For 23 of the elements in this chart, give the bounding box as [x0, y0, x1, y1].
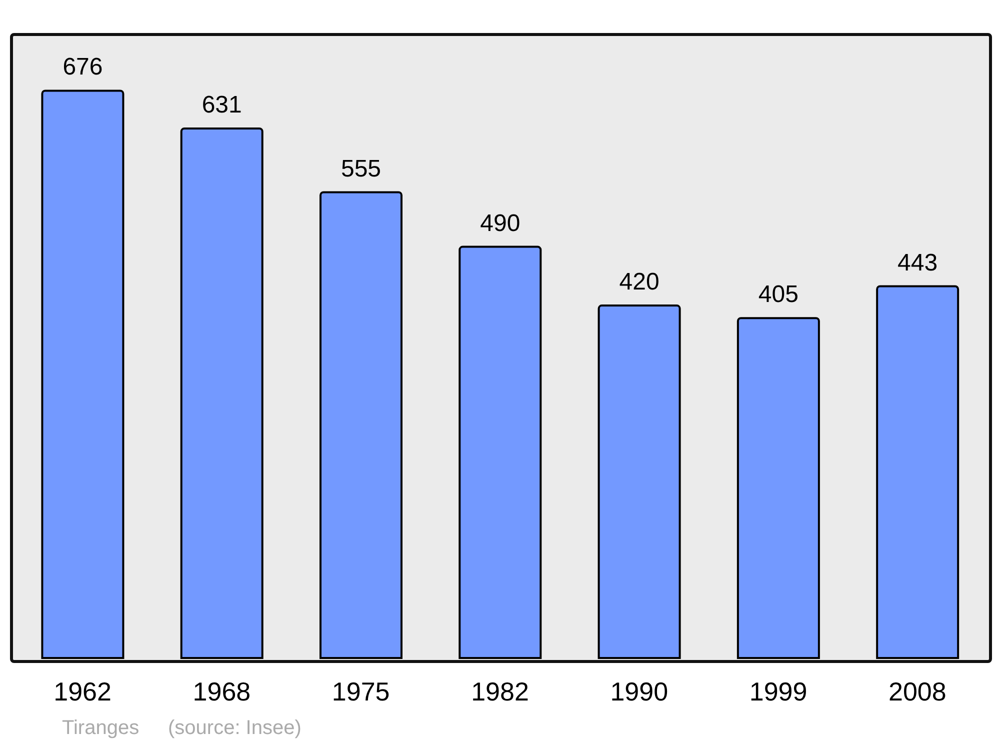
- data-label: 555: [340, 155, 382, 182]
- bar: [598, 304, 681, 659]
- x-tick-label: 1982: [471, 676, 529, 706]
- text: (source: Insee): [168, 717, 302, 740]
- data-label: 676: [62, 54, 103, 81]
- x-tick-label: 1999: [749, 676, 808, 706]
- data-label: 631: [202, 91, 242, 118]
- bar: [876, 285, 960, 659]
- bar: [41, 90, 124, 659]
- x-tick-label: 1968: [192, 676, 251, 706]
- data-label: 443: [898, 249, 938, 276]
- bar: [180, 127, 264, 659]
- text: Tiranges: [62, 717, 140, 740]
- data-label: 420: [619, 268, 660, 296]
- data-label: 405: [758, 281, 798, 308]
- data-label: 490: [480, 210, 520, 237]
- bar: [736, 317, 820, 659]
- x-tick-label: 1962: [54, 676, 112, 706]
- bar: [458, 246, 542, 659]
- x-tick-label: 1990: [610, 676, 668, 706]
- x-tick-label: 1975: [332, 676, 390, 706]
- bar: [320, 191, 403, 659]
- x-tick-label: 2008: [888, 676, 946, 706]
